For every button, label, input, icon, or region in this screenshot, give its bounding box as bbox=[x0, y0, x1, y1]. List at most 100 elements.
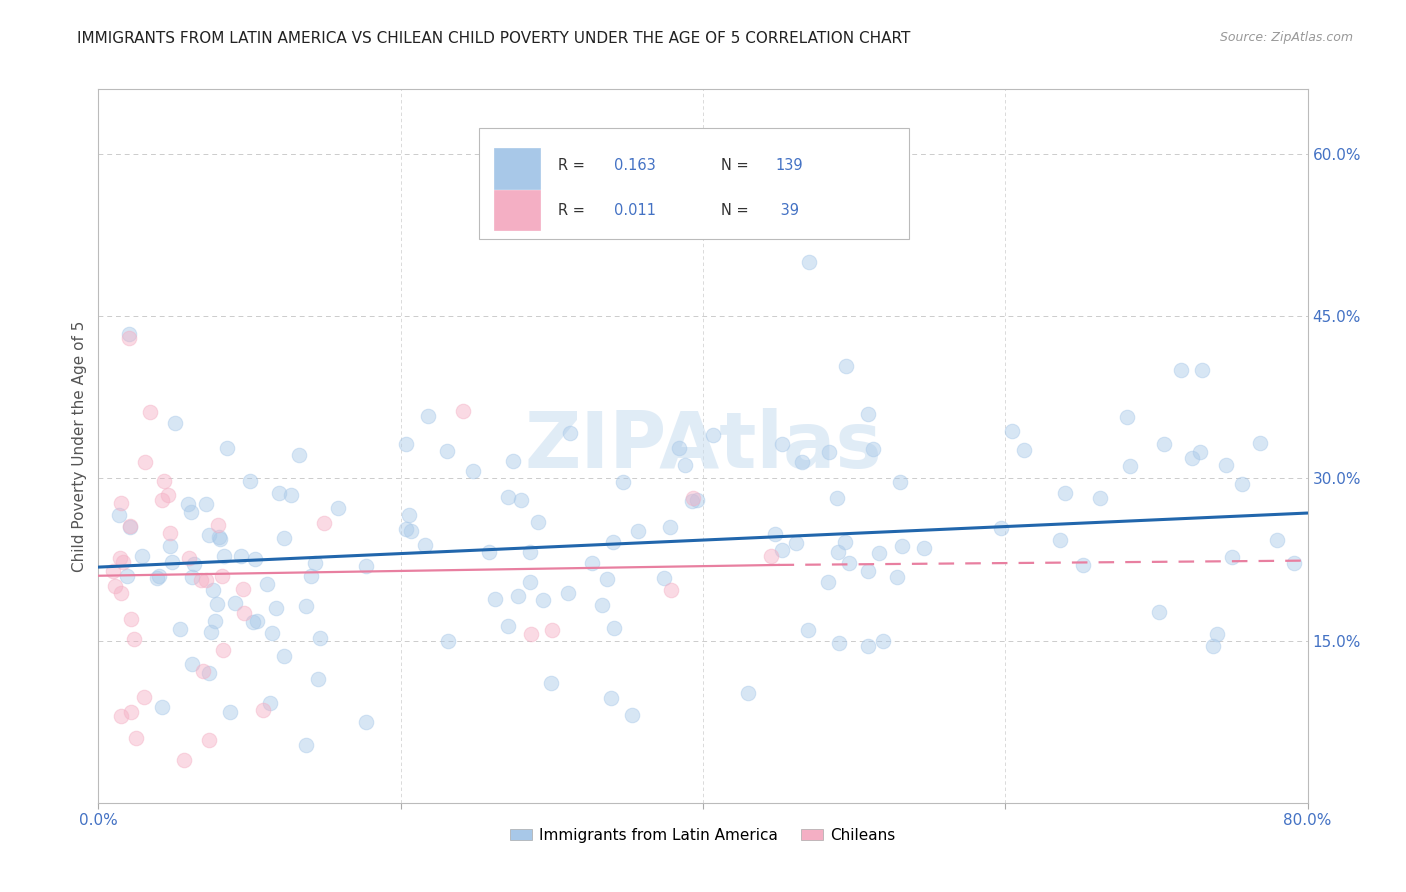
Text: IMMIGRANTS FROM LATIN AMERICA VS CHILEAN CHILD POVERTY UNDER THE AGE OF 5 CORREL: IMMIGRANTS FROM LATIN AMERICA VS CHILEAN… bbox=[77, 31, 911, 46]
Text: 0.011: 0.011 bbox=[613, 203, 655, 218]
Point bbox=[1147, 605, 1170, 619]
Point bbox=[790, 455, 813, 469]
Point bbox=[891, 539, 914, 553]
Text: 0.163: 0.163 bbox=[613, 158, 655, 173]
Point bbox=[818, 445, 841, 459]
Point bbox=[506, 589, 529, 603]
Point bbox=[872, 633, 894, 648]
Point bbox=[761, 549, 783, 563]
Point bbox=[702, 428, 724, 442]
Point bbox=[1202, 639, 1225, 653]
Point bbox=[835, 359, 858, 374]
Point bbox=[395, 522, 418, 536]
Point bbox=[886, 570, 908, 584]
Point bbox=[627, 524, 650, 538]
Point bbox=[211, 569, 233, 583]
Point bbox=[150, 700, 173, 714]
Point bbox=[195, 497, 218, 511]
Point bbox=[280, 487, 302, 501]
Point bbox=[557, 585, 579, 599]
Point bbox=[413, 538, 436, 552]
Point bbox=[146, 571, 169, 585]
Point bbox=[229, 549, 252, 563]
Point bbox=[1189, 445, 1212, 459]
Point bbox=[314, 516, 336, 530]
Point bbox=[398, 508, 420, 522]
Point bbox=[193, 664, 215, 678]
Point bbox=[211, 642, 233, 657]
Point bbox=[295, 599, 318, 613]
Point bbox=[603, 621, 626, 635]
Point bbox=[599, 691, 621, 706]
Point bbox=[207, 518, 229, 533]
Point bbox=[659, 582, 682, 597]
Point bbox=[118, 518, 141, 533]
Point bbox=[763, 526, 786, 541]
Point bbox=[256, 577, 278, 591]
Point bbox=[169, 622, 191, 636]
Point bbox=[208, 532, 231, 546]
Text: R =: R = bbox=[558, 203, 589, 218]
Point bbox=[122, 632, 145, 647]
Point bbox=[1181, 451, 1204, 466]
Point bbox=[118, 326, 141, 341]
Point bbox=[540, 623, 562, 637]
Point bbox=[394, 437, 416, 451]
Point bbox=[654, 571, 676, 585]
Point bbox=[1232, 476, 1254, 491]
Point bbox=[198, 528, 221, 542]
Point bbox=[246, 614, 269, 628]
Point bbox=[134, 690, 156, 705]
Point bbox=[827, 491, 849, 506]
Text: R =: R = bbox=[558, 158, 589, 173]
Point bbox=[159, 539, 181, 553]
Point bbox=[889, 475, 911, 490]
Point bbox=[239, 474, 262, 488]
Point bbox=[1088, 491, 1111, 505]
Point bbox=[118, 331, 141, 345]
Text: ZIPAtlas: ZIPAtlas bbox=[524, 408, 882, 484]
Point bbox=[399, 524, 422, 538]
Point bbox=[1170, 362, 1192, 376]
Point bbox=[111, 555, 134, 569]
Point bbox=[531, 593, 554, 607]
Point bbox=[110, 496, 132, 510]
Point bbox=[208, 530, 231, 544]
Point bbox=[243, 552, 266, 566]
Point bbox=[1053, 486, 1076, 500]
Point bbox=[990, 521, 1012, 535]
FancyBboxPatch shape bbox=[494, 148, 540, 189]
Point bbox=[110, 586, 132, 600]
Point bbox=[120, 705, 142, 719]
Point bbox=[160, 555, 183, 569]
Point bbox=[912, 541, 935, 555]
Point bbox=[197, 733, 219, 747]
Point bbox=[148, 569, 170, 583]
Point bbox=[180, 657, 202, 672]
Point bbox=[668, 442, 690, 456]
Point bbox=[602, 535, 624, 549]
Point bbox=[1205, 627, 1227, 641]
Point bbox=[834, 535, 856, 549]
Point bbox=[661, 147, 683, 161]
Point bbox=[621, 708, 644, 723]
Point bbox=[150, 492, 173, 507]
Point bbox=[612, 475, 634, 489]
Point bbox=[828, 636, 851, 650]
Point bbox=[451, 404, 474, 418]
Point bbox=[673, 458, 696, 472]
Point bbox=[232, 582, 254, 597]
Point bbox=[685, 492, 707, 507]
Point bbox=[868, 546, 890, 560]
Point bbox=[519, 574, 541, 589]
Point bbox=[858, 640, 880, 654]
Point bbox=[1119, 458, 1142, 473]
Point bbox=[118, 520, 141, 534]
Point bbox=[1012, 442, 1035, 457]
Text: N =: N = bbox=[721, 158, 754, 173]
Y-axis label: Child Poverty Under the Age of 5: Child Poverty Under the Age of 5 bbox=[72, 320, 87, 572]
Point bbox=[436, 443, 458, 458]
Point bbox=[540, 676, 562, 690]
Point bbox=[1249, 436, 1271, 450]
Point bbox=[104, 579, 127, 593]
